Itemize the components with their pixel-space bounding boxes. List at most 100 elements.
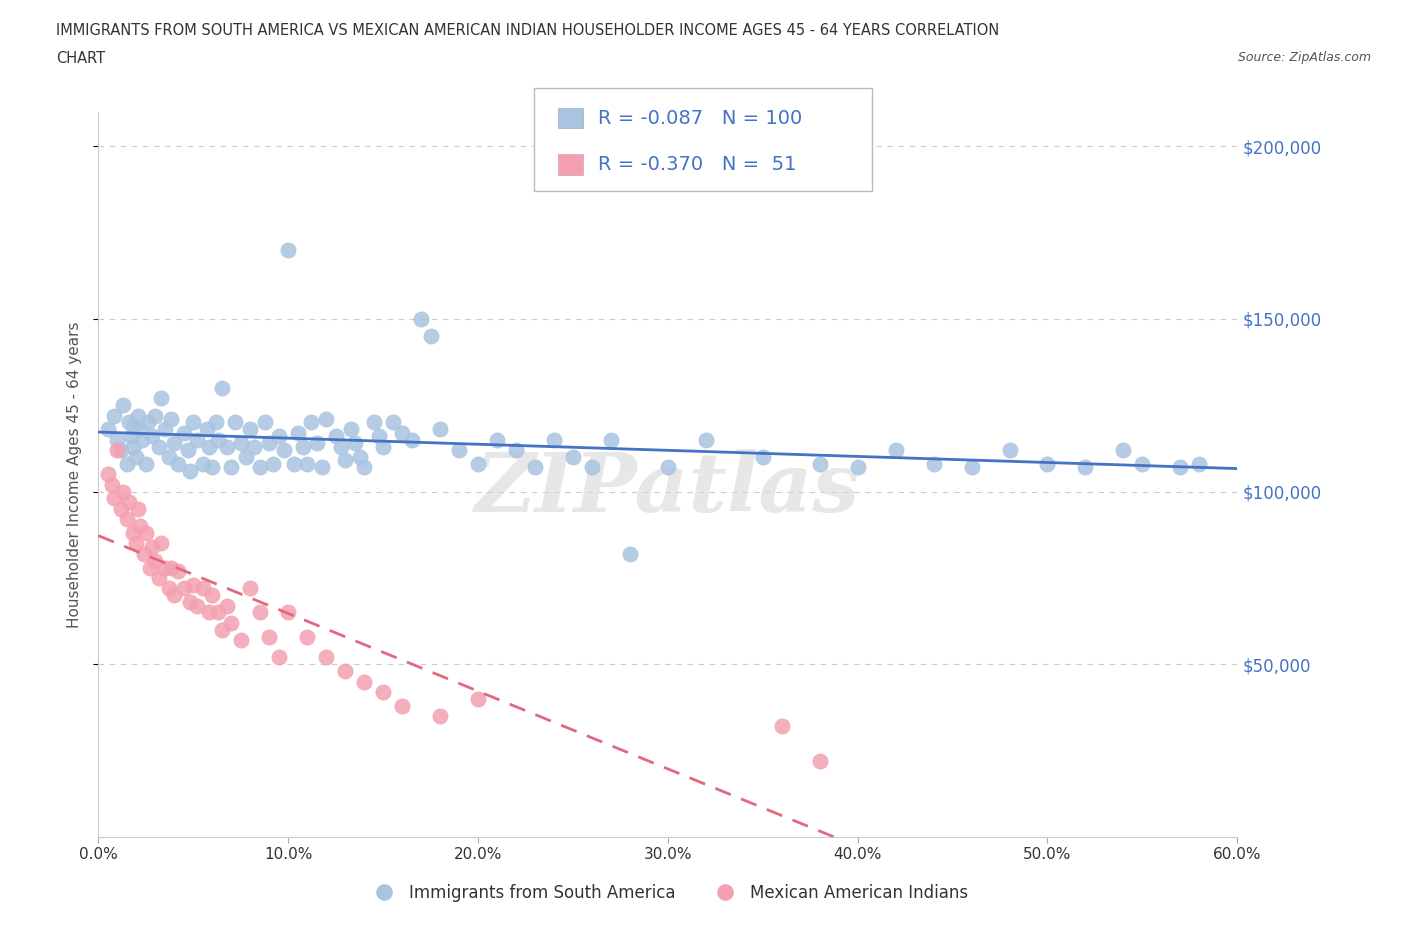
Point bbox=[581, 460, 603, 475]
Point bbox=[115, 512, 138, 526]
Point bbox=[141, 539, 163, 554]
Point bbox=[315, 412, 337, 427]
Legend: Immigrants from South America, Mexican American Indians: Immigrants from South America, Mexican A… bbox=[360, 877, 976, 909]
Point bbox=[249, 605, 271, 620]
Point bbox=[401, 432, 423, 447]
Point bbox=[176, 443, 198, 458]
Point bbox=[368, 429, 391, 444]
Point bbox=[259, 630, 281, 644]
Point bbox=[287, 425, 309, 440]
Y-axis label: Householder Income Ages 45 - 64 years: Householder Income Ages 45 - 64 years bbox=[67, 321, 83, 628]
Point bbox=[249, 460, 271, 475]
Point bbox=[153, 560, 176, 575]
Point bbox=[305, 436, 328, 451]
Point bbox=[343, 436, 366, 451]
Point bbox=[239, 422, 262, 437]
Text: ZIPatlas: ZIPatlas bbox=[475, 449, 860, 529]
Point bbox=[115, 457, 138, 472]
Point bbox=[183, 578, 205, 592]
Point bbox=[103, 491, 125, 506]
Point bbox=[243, 439, 266, 454]
Point bbox=[600, 432, 623, 447]
Point bbox=[186, 432, 208, 447]
Point bbox=[229, 632, 252, 647]
Point bbox=[311, 460, 333, 475]
Point bbox=[562, 449, 585, 464]
Point bbox=[131, 432, 153, 447]
Point bbox=[141, 429, 163, 444]
Point bbox=[315, 650, 337, 665]
Point bbox=[201, 588, 224, 603]
Point bbox=[110, 501, 132, 516]
Point bbox=[107, 432, 129, 447]
Point bbox=[239, 581, 262, 596]
Point bbox=[97, 422, 120, 437]
Point bbox=[127, 408, 149, 423]
Point bbox=[129, 422, 152, 437]
Point bbox=[349, 449, 371, 464]
Point bbox=[277, 605, 299, 620]
Point bbox=[179, 463, 201, 478]
Point bbox=[191, 457, 214, 472]
Point bbox=[371, 439, 394, 454]
Point bbox=[153, 422, 176, 437]
Text: R = -0.087   N = 100: R = -0.087 N = 100 bbox=[598, 109, 801, 127]
Point bbox=[217, 598, 239, 613]
Point bbox=[163, 436, 186, 451]
Point bbox=[120, 429, 142, 444]
Point bbox=[97, 467, 120, 482]
Point bbox=[998, 443, 1021, 458]
Point bbox=[808, 753, 831, 768]
Point bbox=[340, 422, 363, 437]
Point bbox=[167, 564, 190, 578]
Point bbox=[163, 588, 186, 603]
Point bbox=[371, 684, 394, 699]
Point bbox=[217, 439, 239, 454]
Point bbox=[118, 415, 141, 430]
Point bbox=[157, 449, 180, 464]
Point bbox=[136, 415, 159, 430]
Point bbox=[229, 436, 252, 451]
Point bbox=[1188, 457, 1211, 472]
Point bbox=[543, 432, 565, 447]
Point bbox=[207, 605, 229, 620]
Point bbox=[429, 709, 451, 724]
Point bbox=[1112, 443, 1135, 458]
Point bbox=[363, 415, 385, 430]
Point bbox=[195, 422, 218, 437]
Point bbox=[112, 398, 135, 413]
Point bbox=[259, 436, 281, 451]
Point bbox=[262, 457, 284, 472]
Point bbox=[353, 460, 375, 475]
Point bbox=[197, 439, 219, 454]
Point bbox=[159, 560, 181, 575]
Point bbox=[297, 457, 319, 472]
Point bbox=[205, 415, 228, 430]
Point bbox=[524, 460, 547, 475]
Point bbox=[381, 415, 404, 430]
Point bbox=[103, 408, 125, 423]
Point bbox=[186, 598, 208, 613]
Point bbox=[657, 460, 679, 475]
Point bbox=[292, 439, 315, 454]
Point bbox=[173, 581, 195, 596]
Point bbox=[121, 525, 143, 540]
Text: IMMIGRANTS FROM SOUTH AMERICA VS MEXICAN AMERICAN INDIAN HOUSEHOLDER INCOME AGES: IMMIGRANTS FROM SOUTH AMERICA VS MEXICAN… bbox=[56, 23, 1000, 38]
Point bbox=[960, 460, 983, 475]
Point bbox=[922, 457, 945, 472]
Point bbox=[1170, 460, 1192, 475]
Point bbox=[179, 594, 201, 609]
Point bbox=[254, 415, 277, 430]
Point bbox=[159, 412, 181, 427]
Point bbox=[391, 425, 413, 440]
Point bbox=[330, 439, 353, 454]
Point bbox=[121, 439, 143, 454]
Point bbox=[148, 570, 170, 585]
Point bbox=[127, 501, 149, 516]
Point bbox=[118, 495, 141, 510]
Point bbox=[132, 546, 155, 561]
Point bbox=[429, 422, 451, 437]
Point bbox=[808, 457, 831, 472]
Point bbox=[211, 380, 233, 395]
Point bbox=[419, 328, 441, 343]
